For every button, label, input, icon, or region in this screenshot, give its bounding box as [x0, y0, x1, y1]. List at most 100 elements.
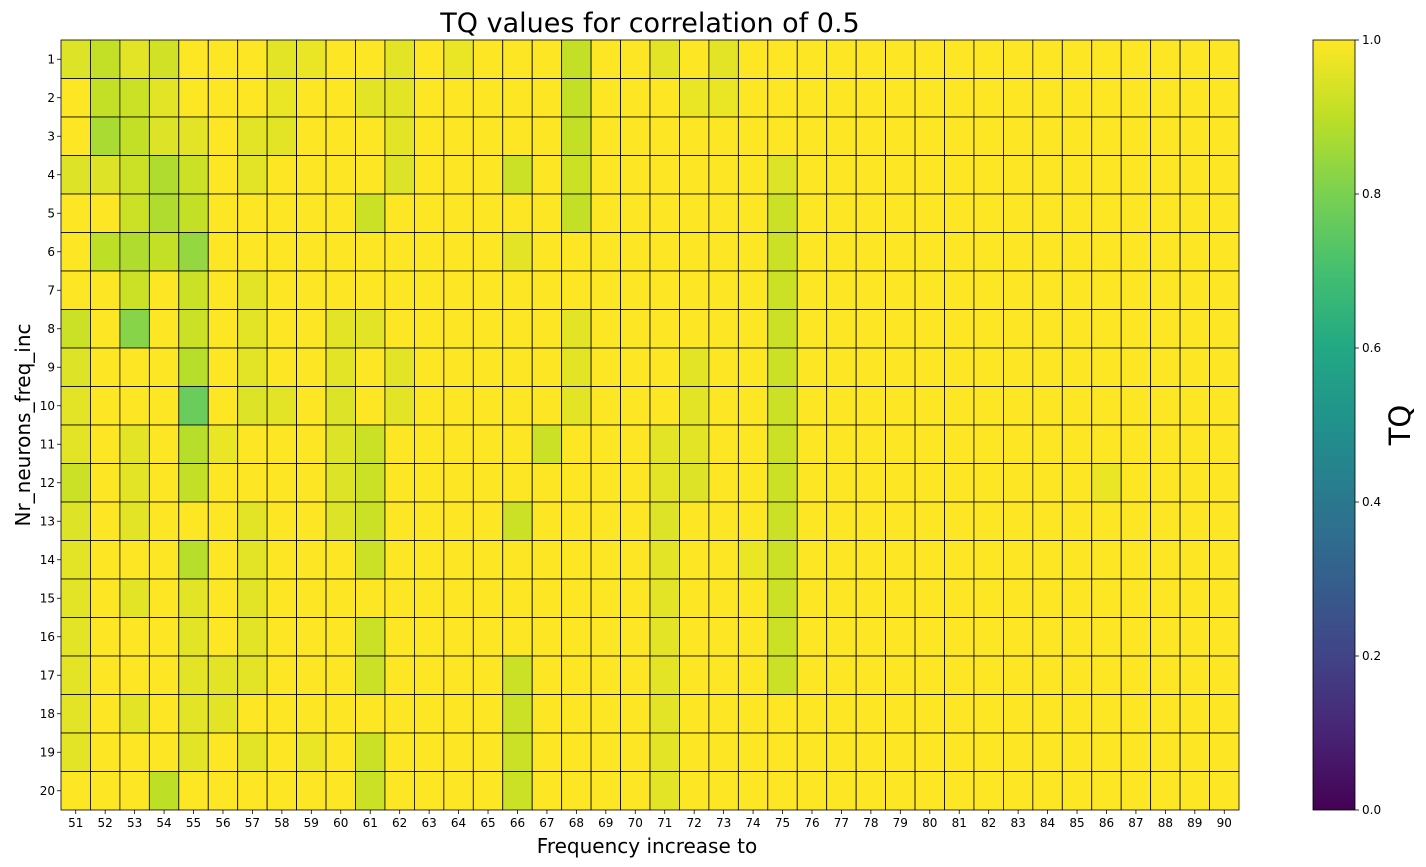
- heatmap-cell: [237, 578, 268, 618]
- heatmap-cell: [590, 578, 621, 618]
- heatmap-cell: [413, 732, 445, 772]
- heatmap-cell: [178, 193, 209, 233]
- heatmap-cell: [1209, 771, 1240, 811]
- y-tick-label: 19: [40, 745, 55, 759]
- heatmap-cell: [1179, 232, 1210, 272]
- heatmap-cell: [1003, 732, 1034, 772]
- heatmap-cell: [178, 732, 209, 772]
- heatmap-cell: [1091, 193, 1122, 233]
- heatmap-cell: [855, 155, 887, 195]
- heatmap-cell: [590, 386, 621, 426]
- heatmap-cell: [973, 232, 1004, 272]
- heatmap-cell: [1209, 655, 1240, 695]
- heatmap-cell: [384, 270, 415, 310]
- heatmap-cell: [561, 732, 592, 772]
- y-tick-label: 2: [47, 91, 55, 105]
- y-tick-label: 16: [40, 630, 55, 644]
- heatmap-cells: [60, 39, 1240, 811]
- x-tick-label: 78: [863, 816, 878, 830]
- heatmap-cell: [1150, 193, 1181, 233]
- x-tick-label: 87: [1128, 816, 1143, 830]
- heatmap-cell: [737, 694, 769, 734]
- heatmap-cell: [737, 39, 769, 79]
- heatmap-cell: [590, 463, 621, 503]
- heatmap-cell: [944, 78, 975, 118]
- heatmap-cell: [1003, 655, 1034, 695]
- chart-title: TQ values for correlation of 0.5: [439, 8, 859, 39]
- heatmap-cell: [1032, 540, 1063, 580]
- heatmap-cell: [826, 540, 857, 580]
- heatmap-cell: [1150, 655, 1181, 695]
- heatmap-cell: [796, 270, 828, 310]
- y-tick-label: 3: [47, 129, 55, 143]
- heatmap-cell: [237, 424, 268, 464]
- heatmap-cell: [944, 694, 975, 734]
- heatmap-cell: [502, 655, 533, 695]
- heatmap-cell: [237, 617, 268, 657]
- heatmap-cell: [1032, 501, 1063, 541]
- heatmap-cell: [384, 501, 415, 541]
- heatmap-cell: [178, 540, 209, 580]
- x-tick-label: 82: [981, 816, 996, 830]
- heatmap-cell: [1209, 424, 1240, 464]
- heatmap-cell: [325, 771, 356, 811]
- x-tick-label: 72: [687, 816, 702, 830]
- heatmap-cell: [649, 39, 680, 79]
- heatmap-cell: [119, 270, 150, 310]
- heatmap-cell: [1179, 347, 1210, 387]
- heatmap-cell: [1003, 193, 1034, 233]
- heatmap-cell: [620, 39, 651, 79]
- x-tick-label: 68: [569, 816, 584, 830]
- heatmap-cell: [767, 347, 798, 387]
- heatmap-cell: [355, 424, 386, 464]
- heatmap-cell: [826, 501, 857, 541]
- heatmap-cell: [296, 270, 327, 310]
- heatmap-cell: [207, 116, 239, 156]
- heatmap-cell: [384, 540, 415, 580]
- heatmap-cell: [737, 193, 769, 233]
- heatmap-cell: [178, 655, 209, 695]
- heatmap-cell: [531, 655, 563, 695]
- heatmap-cell: [826, 386, 857, 426]
- heatmap-cell: [413, 270, 445, 310]
- heatmap-cell: [1003, 78, 1034, 118]
- heatmap-cell: [737, 771, 769, 811]
- x-tick-label: 80: [922, 816, 937, 830]
- heatmap-cell: [148, 463, 180, 503]
- heatmap-cell: [1032, 155, 1063, 195]
- heatmap-cell: [266, 424, 297, 464]
- heatmap-cell: [679, 424, 710, 464]
- heatmap-cell: [885, 655, 916, 695]
- heatmap-cell: [90, 424, 121, 464]
- colorbar-tick-label: 0.0: [1362, 803, 1381, 817]
- heatmap-cell: [649, 540, 680, 580]
- heatmap-cell: [502, 578, 533, 618]
- heatmap-cell: [796, 78, 828, 118]
- heatmap-cell: [237, 39, 268, 79]
- heatmap-cell: [90, 309, 121, 349]
- heatmap-cell: [502, 424, 533, 464]
- heatmap-cell: [737, 78, 769, 118]
- heatmap-cell: [178, 270, 209, 310]
- heatmap-cell: [944, 232, 975, 272]
- heatmap-cell: [178, 39, 209, 79]
- heatmap-cell: [178, 578, 209, 618]
- heatmap-cell: [1091, 694, 1122, 734]
- heatmap-cell: [443, 78, 474, 118]
- heatmap-cell: [472, 116, 504, 156]
- heatmap-cell: [914, 771, 945, 811]
- heatmap-cell: [178, 155, 209, 195]
- heatmap-cell: [296, 39, 327, 79]
- heatmap-cell: [472, 463, 504, 503]
- heatmap-cell: [1150, 347, 1181, 387]
- heatmap-cell: [885, 771, 916, 811]
- heatmap-cell: [178, 78, 209, 118]
- heatmap-cell: [325, 694, 356, 734]
- heatmap-cell: [1120, 540, 1152, 580]
- heatmap-cell: [649, 732, 680, 772]
- heatmap-cell: [443, 655, 474, 695]
- heatmap-cell: [178, 501, 209, 541]
- heatmap-cell: [914, 694, 945, 734]
- x-tick-label: 86: [1099, 816, 1114, 830]
- x-tick-label: 71: [657, 816, 672, 830]
